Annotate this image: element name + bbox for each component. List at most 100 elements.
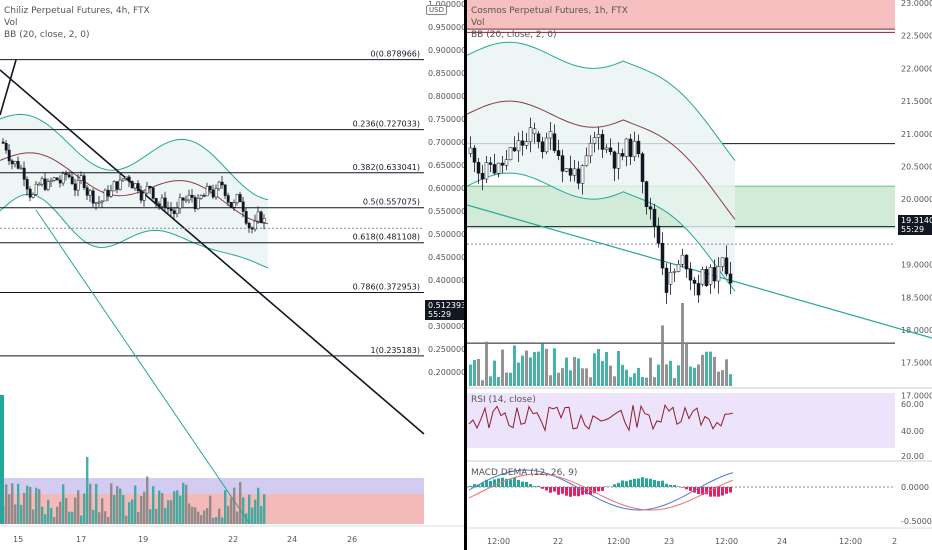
- cosmos-last-price: 19.3140: [901, 216, 932, 225]
- rsi-line: [468, 404, 734, 433]
- macd-histogram-bar: [533, 486, 536, 487]
- cosmos-volume-bar: [513, 345, 516, 386]
- cosmos-candle: [480, 172, 485, 180]
- cosmos-volume-bar: [573, 356, 576, 386]
- chiliz-candle: [217, 181, 221, 189]
- descending-trendline[interactable]: [0, 69, 425, 435]
- cosmos-volume-bar: [649, 357, 652, 386]
- cosmos-volume-bar: [605, 351, 608, 386]
- macd-histogram-bar: [701, 487, 704, 496]
- macd-histogram-bar: [621, 480, 624, 487]
- chiliz-volume-bar: [206, 508, 209, 524]
- chiliz-volume-bar: [191, 506, 194, 524]
- cosmos-candle: [488, 162, 493, 165]
- macd-histogram-bar: [689, 487, 692, 491]
- chiliz-candle: [199, 195, 203, 199]
- chiliz-price-tick: 0.400000: [428, 276, 464, 285]
- steep-trendline[interactable]: [0, 59, 17, 116]
- cosmos-price-tick: 22.5000: [901, 32, 932, 41]
- chiliz-candle: [241, 201, 245, 212]
- cosmos-volume-bar: [665, 364, 668, 386]
- chiliz-volume-bar: [212, 517, 215, 524]
- cosmos-trendline[interactable]: [467, 204, 932, 339]
- cosmos-volume-label[interactable]: Vol: [471, 18, 485, 28]
- chiliz-date-tick: 24: [287, 535, 297, 544]
- cosmos-volume-bar: [485, 341, 488, 386]
- cosmos-candle: [668, 272, 673, 285]
- chiliz-candle: [187, 194, 191, 201]
- cosmos-chart-pane[interactable]: 23.0000 22.5000 22.0000 21.5000 21.0000 20.50…: [467, 0, 932, 550]
- cosmos-volume-bar: [537, 351, 540, 386]
- chiliz-volume-bar: [236, 511, 239, 524]
- chiliz-volume-bar: [257, 487, 260, 524]
- chiliz-bb-label[interactable]: BB (20, close, 2, 0): [4, 30, 90, 40]
- cosmos-volume-bar: [617, 351, 620, 386]
- chiliz-candle: [25, 179, 29, 190]
- chiliz-last-price: 0.512393: [428, 301, 464, 310]
- chiliz-volume-bar: [107, 517, 110, 524]
- macd-histogram-bar: [717, 487, 720, 497]
- cosmos-volume-bar: [469, 364, 472, 386]
- cosmos-price-tick: 22.0000: [901, 64, 932, 73]
- rsi-tick: 20.00: [901, 452, 924, 461]
- cosmos-candle: [596, 134, 601, 138]
- cosmos-candle: [504, 159, 509, 166]
- chiliz-volume-bar: [176, 490, 179, 524]
- chiliz-volume-bar: [89, 483, 92, 524]
- cosmos-volume-bar: [657, 364, 660, 386]
- chiliz-volume-bar: [242, 497, 245, 524]
- macd-histogram-bar: [649, 478, 652, 487]
- cosmos-candle: [524, 141, 529, 146]
- macd-histogram-bar: [705, 487, 708, 495]
- macd-histogram-bar: [493, 479, 496, 487]
- chiliz-date-tick: 22: [228, 535, 238, 544]
- chiliz-volume-bar: [260, 506, 263, 524]
- chiliz-volume-bar: [197, 511, 200, 524]
- chiliz-title[interactable]: Chiliz Perpetual Futures, 4h, FTX: [4, 6, 150, 16]
- chiliz-candle: [109, 190, 113, 197]
- cosmos-volume-bar: [677, 365, 680, 386]
- cosmos-volume-bar: [629, 377, 632, 386]
- chiliz-volume-bar: [146, 476, 149, 524]
- cosmos-volume-bar: [709, 351, 712, 386]
- chiliz-candle: [235, 194, 239, 203]
- fib-level-label: 0.618(0.481108): [353, 233, 420, 242]
- chiliz-candle: [148, 186, 152, 189]
- currency-badge[interactable]: USD: [426, 5, 447, 15]
- chiliz-volume-label[interactable]: Vol: [4, 18, 18, 28]
- cosmos-bb-label[interactable]: BB (20, close, 2, 0): [471, 30, 557, 40]
- chiliz-candle: [253, 220, 257, 230]
- cosmos-candle: [640, 153, 645, 182]
- cosmos-candle: [672, 271, 677, 273]
- chiliz-countdown: 55:29: [428, 310, 452, 319]
- rsi-label[interactable]: RSI (14, close): [471, 395, 536, 405]
- rsi-legend: RSI (14, close): [471, 394, 536, 406]
- teal-trendline[interactable]: [35, 209, 251, 525]
- macd-histogram-bar: [541, 487, 544, 489]
- cosmos-candle: [584, 155, 589, 166]
- chiliz-price-tick: 0.900000: [428, 46, 464, 55]
- cosmos-volume-bar: [685, 342, 688, 386]
- chiliz-candle: [79, 175, 83, 181]
- cosmos-volume-bar: [517, 362, 520, 386]
- cosmos-candle: [644, 181, 649, 207]
- cosmos-price-tick: 17.5000: [901, 359, 932, 368]
- macd-histogram-bar: [637, 478, 640, 487]
- macd-histogram-bar: [481, 482, 484, 487]
- cosmos-price-tick: 21.5000: [901, 97, 932, 106]
- chiliz-candle: [205, 186, 209, 197]
- pane-divider[interactable]: [464, 0, 467, 550]
- cosmos-candle: [612, 151, 617, 169]
- chiliz-candle: [166, 207, 170, 209]
- chiliz-candle: [55, 177, 59, 181]
- cosmos-volume-bar: [585, 368, 588, 386]
- cosmos-title[interactable]: Cosmos Perpetual Futures, 1h, FTX: [471, 6, 628, 16]
- chiliz-volume-bar: [98, 512, 101, 524]
- cosmos-bb-fill: [467, 42, 735, 292]
- cosmos-volume-bar: [721, 370, 724, 386]
- cosmos-candle: [724, 257, 729, 275]
- macd-label[interactable]: MACD DEMA (12, 26, 9): [471, 468, 578, 478]
- chiliz-bb-fill: [0, 114, 268, 269]
